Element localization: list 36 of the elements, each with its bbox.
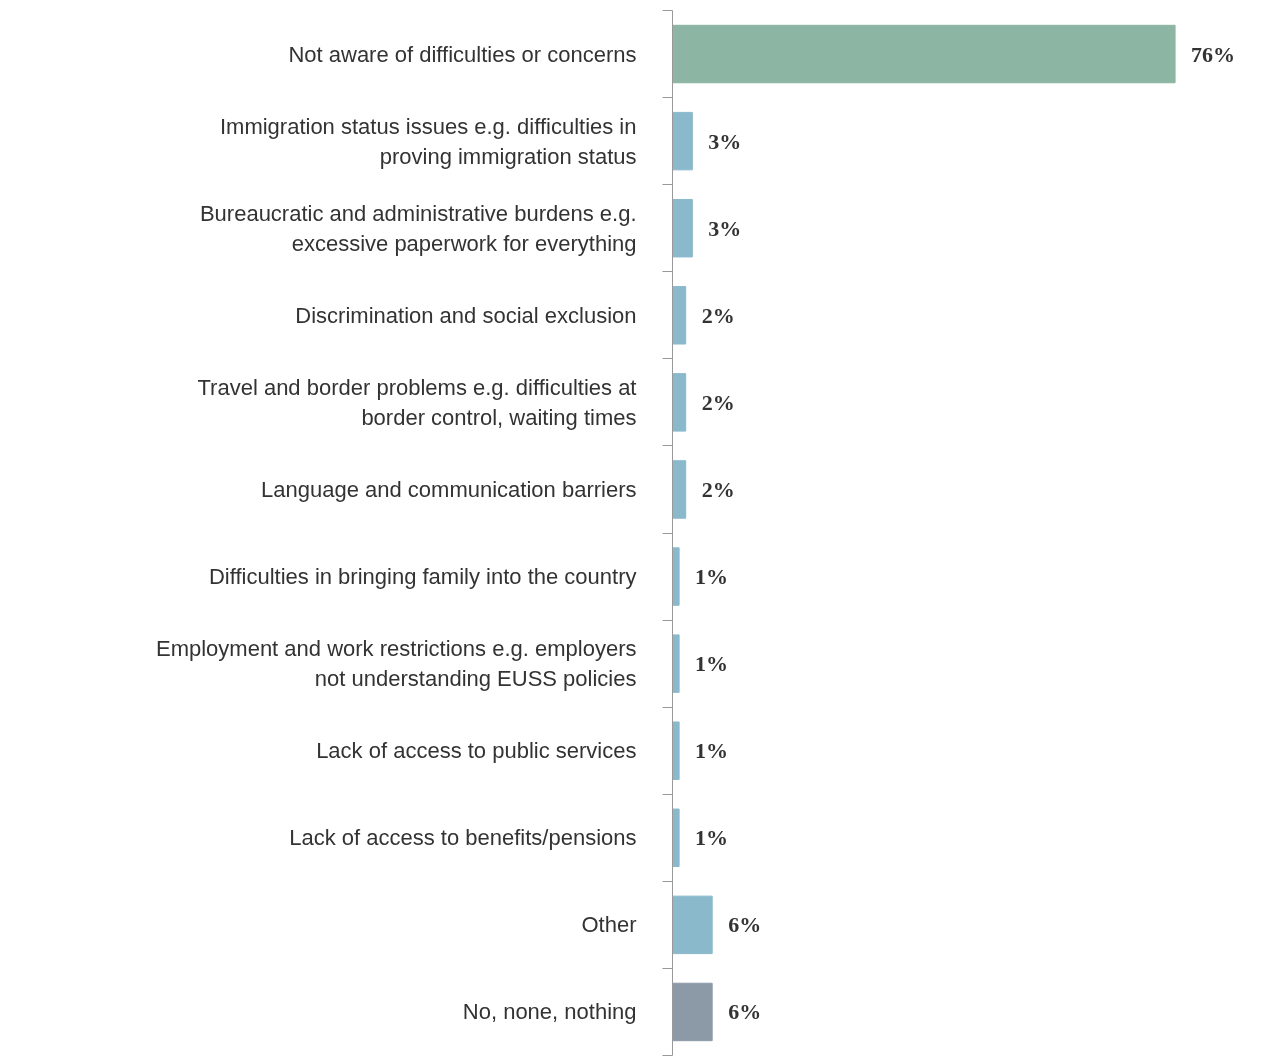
y-tick-label: Immigration status issues e.g. difficulties in proving immigration status	[219, 113, 637, 169]
y-tick-label: Difficulties in bringing family into the country	[208, 564, 637, 590]
bar	[672, 460, 687, 519]
data-label: 6%	[728, 912, 762, 938]
bar	[672, 286, 687, 345]
y-tick-label: Lack of access to benefits/pensions	[289, 825, 637, 851]
data-label: 3%	[708, 128, 742, 154]
bar	[672, 24, 1176, 84]
y-tick-label: Lack of access to public services	[316, 738, 637, 764]
data-label: 1%	[695, 651, 729, 677]
y-tick-label: Discrimination and social exclusion	[295, 302, 637, 328]
data-label: 2%	[701, 389, 735, 415]
bar	[672, 198, 693, 258]
data-label: 2%	[701, 476, 735, 502]
y-tick-label: Not aware of difficulties or concerns	[288, 41, 637, 67]
y-tick-label: Other	[581, 912, 637, 938]
bar	[672, 111, 693, 171]
data-label: 3%	[708, 215, 742, 241]
y-tick-label: Bureaucratic and administrative burdens e.g. excessive paperwork for everything	[199, 200, 637, 256]
data-label: 6%	[728, 999, 762, 1025]
bar	[672, 547, 680, 606]
bar	[672, 808, 680, 868]
y-tick-label: Language and communication barriers	[261, 476, 637, 502]
bar	[672, 721, 680, 780]
data-label: 1%	[695, 738, 729, 764]
y-tick-label: Employment and work restrictions e.g. employers not understanding EUSS policies	[155, 636, 637, 692]
data-label: 1%	[695, 564, 729, 590]
data-label: 2%	[701, 302, 735, 328]
y-tick-label: No, none, nothing	[462, 999, 637, 1025]
y-tick-label: Travel and border problems e.g. difficulties at border control, waiting times	[197, 374, 637, 430]
data-label: 76%	[1191, 41, 1236, 67]
bar	[672, 982, 713, 1042]
bar	[672, 895, 713, 955]
data-label: 1%	[695, 825, 729, 851]
bar	[672, 373, 687, 432]
bar	[672, 634, 680, 693]
